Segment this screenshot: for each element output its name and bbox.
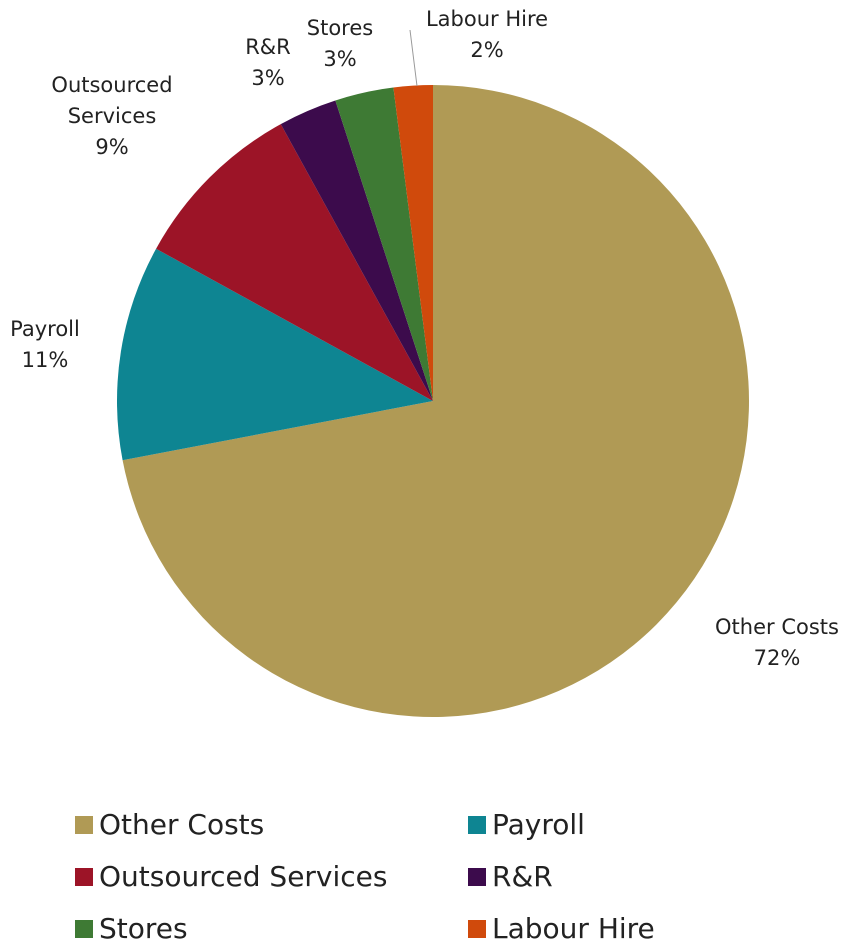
legend-swatch <box>468 920 486 938</box>
slice-percent: 9% <box>95 135 129 159</box>
slice-percent: 3% <box>323 47 357 71</box>
slice-percent: 11% <box>21 348 69 372</box>
slice-percent: 3% <box>251 66 285 90</box>
legend-swatch <box>75 920 93 938</box>
legend-swatch <box>468 868 486 886</box>
legend-label: Payroll <box>492 808 585 841</box>
slice-label: Labour Hire <box>425 7 549 31</box>
legend-label: Other Costs <box>99 808 265 841</box>
legend-swatch <box>468 816 486 834</box>
slice-percent: 72% <box>753 646 801 670</box>
pie-slice <box>335 87 433 401</box>
slice-label: Outsourced Services <box>51 73 173 128</box>
legend-label: Outsourced Services <box>99 860 388 893</box>
pie-slice <box>156 124 433 401</box>
slice-label: Stores <box>306 16 374 40</box>
legend-label: Labour Hire <box>492 912 655 942</box>
legend-label: R&R <box>492 860 553 893</box>
legend-label: Stores <box>99 912 188 942</box>
pie-slice <box>393 85 433 401</box>
legend-swatch <box>75 868 93 886</box>
slice-percent: 2% <box>470 38 504 62</box>
legend-swatch <box>75 816 93 834</box>
pie-slice <box>117 248 433 461</box>
slice-label: R&R <box>245 35 291 59</box>
pie-slice <box>122 85 749 718</box>
leader-line <box>409 29 418 87</box>
slice-label: Other Costs <box>715 615 839 639</box>
pie-slice <box>280 100 433 402</box>
slice-label: Payroll <box>10 317 80 341</box>
